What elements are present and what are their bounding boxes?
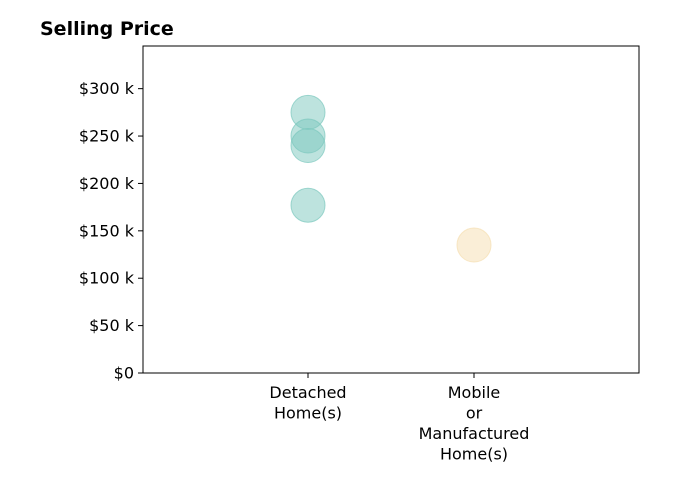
plot-points: [290, 94, 492, 263]
x-tick-label-line: Detached: [269, 383, 346, 402]
data-point: [290, 128, 326, 164]
y-tick-label: $0: [114, 364, 134, 383]
y-tick-label: $200 k: [79, 174, 135, 193]
y-axis: $0 $50 k $100 k $150 k $200 k $250 k $300 k: [79, 79, 143, 383]
data-point: [456, 227, 492, 263]
y-tick-label: $100 k: [79, 269, 135, 288]
x-tick-label: Detached Home(s): [269, 383, 346, 423]
data-point: [290, 187, 326, 223]
x-axis: Detached Home(s) Mobile or Manufactured Home(…: [269, 373, 529, 464]
chart-title: Selling Price: [40, 18, 174, 40]
x-tick-label-line: Home(s): [274, 404, 342, 423]
x-tick-label-line: Home(s): [440, 445, 508, 464]
x-tick-label-line: or: [466, 404, 483, 423]
y-tick-label: $300 k: [79, 79, 135, 98]
y-tick-label: $250 k: [79, 127, 135, 146]
x-tick-label-line: Manufactured: [419, 424, 530, 443]
plot-frame: [142, 45, 640, 374]
y-tick-label: $150 k: [79, 221, 135, 240]
x-tick-label: Mobile or Manufactured Home(s): [419, 383, 530, 464]
x-tick-label-line: Mobile: [448, 383, 500, 402]
y-tick-label: $50 k: [89, 316, 135, 335]
